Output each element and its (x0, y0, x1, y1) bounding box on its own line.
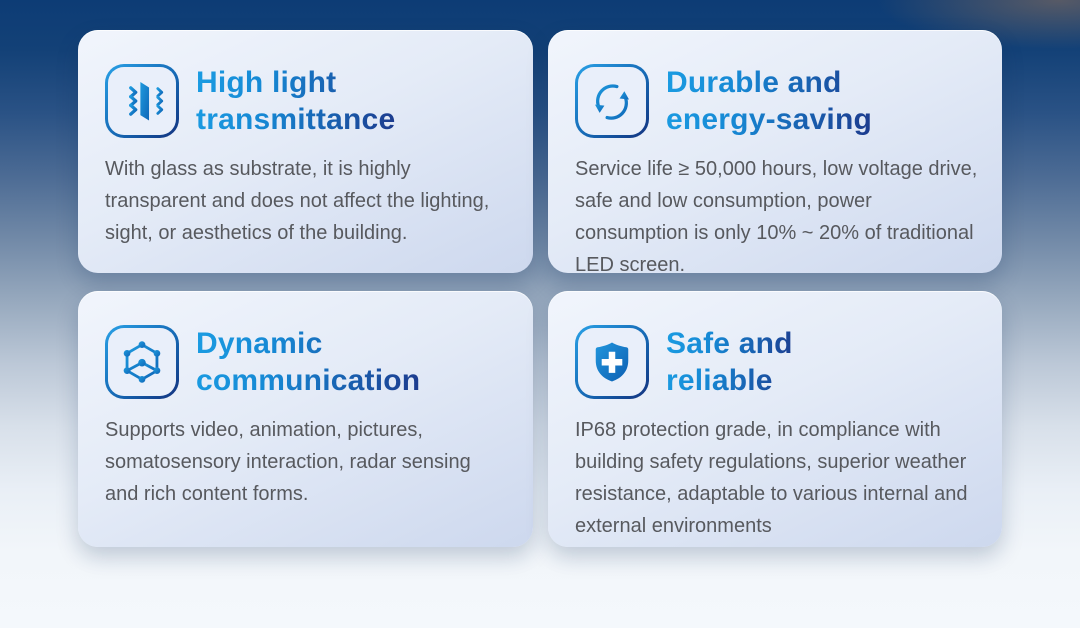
card-header: High light transmittance (105, 64, 509, 138)
card-description: Supports video, animation, pictures, som… (105, 419, 471, 505)
network-cube-icon (105, 325, 179, 399)
light-transmittance-icon (105, 64, 179, 138)
card-title: Dynamic communication (196, 327, 421, 397)
recycle-arrows-icon (575, 64, 649, 138)
feature-card-durable-energy-saving: Durable and energy-saving Service life ≥… (548, 30, 1002, 276)
card-header: Durable and energy-saving (575, 64, 978, 138)
card-header: Safe and reliable (575, 325, 978, 399)
feature-card-grid: High light transmittance With glass as s… (78, 30, 1002, 547)
card-header: Dynamic communication (105, 325, 509, 399)
feature-card-high-light-transmittance: High light transmittance With glass as s… (78, 30, 533, 273)
card-description: With glass as substrate, it is highly tr… (105, 158, 490, 244)
feature-card-dynamic-communication: Dynamic communication Supports video, an… (78, 291, 533, 547)
card-title: High light transmittance (196, 66, 396, 136)
card-description: IP68 protection grade, in compliance wit… (575, 419, 968, 537)
card-title: Durable and energy-saving (666, 66, 873, 136)
shield-cross-icon (575, 325, 649, 399)
card-title: Safe and reliable (666, 327, 793, 397)
feature-card-safe-reliable: Safe and reliable IP68 protection grade,… (548, 291, 1002, 547)
card-description: Service life ≥ 50,000 hours, low voltage… (575, 158, 978, 276)
